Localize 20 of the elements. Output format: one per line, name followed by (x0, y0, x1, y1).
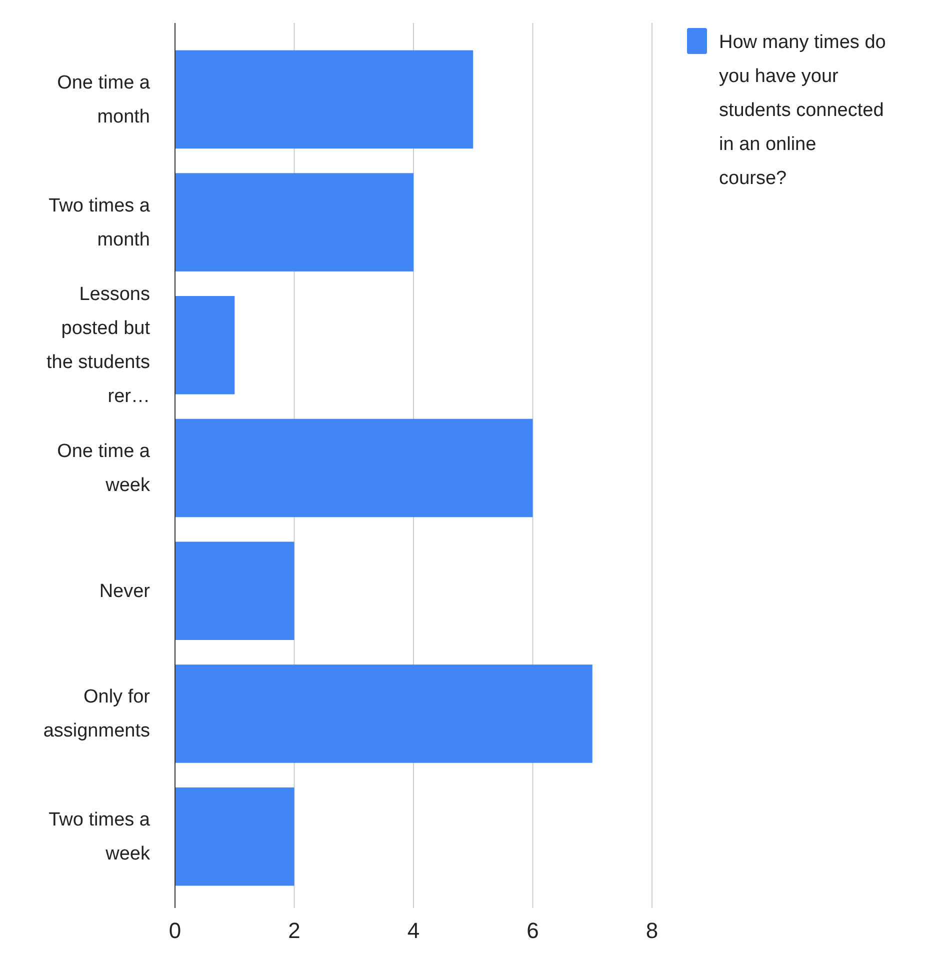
x-tick-label: 0 (168, 918, 182, 943)
bar (175, 50, 474, 149)
bar (175, 173, 414, 272)
y-tick-label: Only for assignments (43, 686, 151, 742)
x-tick-label: 2 (288, 918, 300, 943)
y-tick-label: Two times a month (48, 194, 150, 250)
y-tick-label: Lessons posted but the students rer… (46, 284, 151, 407)
x-tick-label: 6 (526, 918, 539, 943)
bar (175, 296, 235, 394)
legend-label: How many times do you have your students connected in an online course? (719, 32, 886, 189)
bar (175, 664, 592, 763)
y-tick-label: Two times a week (48, 809, 150, 864)
bar (175, 542, 294, 640)
y-tick-label: Never (99, 580, 151, 602)
x-tick-label: 8 (646, 918, 658, 943)
y-tick-label: One time a week (57, 440, 150, 496)
bar (175, 787, 294, 886)
x-tick-label: 4 (407, 918, 420, 943)
y-tick-label: One time a month (57, 72, 150, 127)
bar (175, 418, 533, 518)
